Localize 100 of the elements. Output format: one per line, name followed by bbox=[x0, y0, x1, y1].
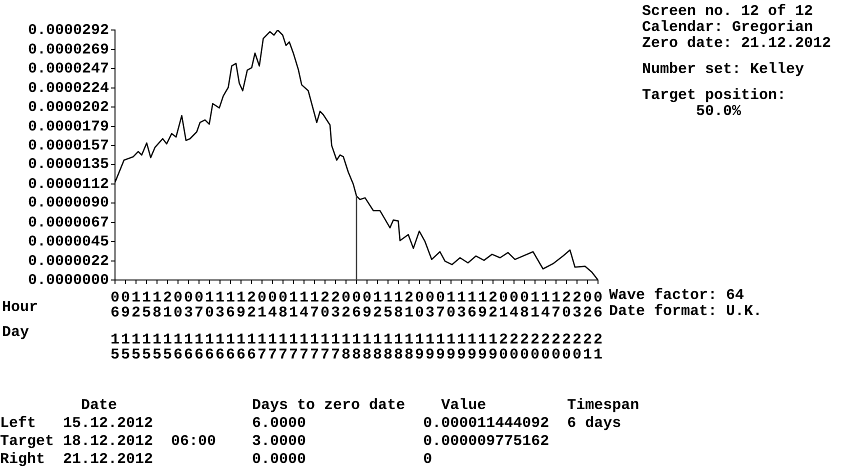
x2-tick-label: 15 bbox=[142, 331, 152, 364]
x2-tick-label: 17 bbox=[288, 331, 298, 364]
x-tick-label: 04 bbox=[509, 289, 518, 322]
x2-tick-label: 18 bbox=[362, 331, 372, 364]
x-tick-label: 15 bbox=[142, 289, 152, 322]
x-tick-label: 21 bbox=[162, 289, 172, 322]
text: Calendar: Gregorian bbox=[642, 19, 814, 36]
x2-tick-label: 19 bbox=[488, 331, 498, 364]
text: Zero date: 21.12.2012 bbox=[642, 35, 832, 52]
y-tick-label: 0.0000292 bbox=[28, 22, 109, 39]
x2-tick-label: 19 bbox=[436, 331, 446, 364]
x2-tick-label: 17 bbox=[320, 331, 330, 364]
x2-tick-label: 17 bbox=[268, 331, 277, 364]
text: Number set: Kelley bbox=[642, 61, 804, 78]
x2-tick-label: 18 bbox=[352, 331, 362, 364]
x-tick-label: 08 bbox=[520, 289, 529, 322]
x2-tick-label: 15 bbox=[162, 331, 172, 364]
x-tick-label: 18 bbox=[394, 289, 403, 322]
text: Right 21.12.2012 0.0000 0 bbox=[0, 451, 432, 468]
x-tick-label: 16 bbox=[226, 289, 236, 322]
x-tick-label: 17 bbox=[552, 289, 561, 322]
x2-tick-label: 18 bbox=[384, 331, 393, 364]
x2-tick-label: 18 bbox=[341, 331, 350, 364]
x2-tick-label: 15 bbox=[110, 331, 120, 364]
x-axis-title: Hour bbox=[2, 298, 38, 316]
x-tick-label: 02 bbox=[582, 289, 592, 322]
x2-tick-label: 21 bbox=[582, 331, 592, 364]
y-tick-label: 0.0000224 bbox=[28, 80, 109, 97]
x-tick-label: 11 bbox=[530, 289, 540, 322]
x2-tick-label: 21 bbox=[593, 331, 603, 364]
y-tick-label: 0.0000202 bbox=[28, 98, 109, 116]
y-tick-label: 0.0000135 bbox=[28, 156, 109, 174]
x-tick-label: 23 bbox=[572, 289, 582, 322]
x2-tick-label: 16 bbox=[204, 331, 214, 364]
x-tick-label: 01 bbox=[258, 289, 267, 322]
x-tick-label: 07 bbox=[194, 289, 204, 322]
x2-tick-label: 16 bbox=[173, 331, 183, 364]
y-tick-label: 0.0000090 bbox=[28, 194, 109, 212]
y-tick-label: 0.0000247 bbox=[28, 60, 109, 78]
x2-tick-label: 18 bbox=[373, 331, 382, 364]
y-tick-label: 0.0000112 bbox=[28, 176, 109, 193]
x-tick-label: 11 bbox=[288, 289, 298, 322]
x-tick-label: 08 bbox=[278, 289, 288, 322]
x-tick-label: 23 bbox=[330, 289, 340, 322]
x2-tick-label: 19 bbox=[456, 331, 466, 364]
x-tick-label: 20 bbox=[320, 289, 330, 322]
x2-tick-label: 20 bbox=[509, 331, 518, 364]
x-tick-label: 07 bbox=[436, 289, 446, 322]
x2-tick-label: 20 bbox=[562, 331, 572, 364]
x2-tick-label: 16 bbox=[215, 331, 224, 364]
x2-tick-label: 20 bbox=[520, 331, 529, 364]
x-tick-label: 03 bbox=[184, 289, 194, 322]
x-tick-label: 12 bbox=[132, 289, 141, 322]
text: Target 18.12.2012 06:00 3.0000 0.000009775162 bbox=[0, 433, 550, 450]
x2-tick-label: 16 bbox=[184, 331, 194, 364]
x-tick-label: 13 bbox=[456, 289, 466, 322]
x2-tick-label: 20 bbox=[499, 331, 508, 364]
y-tick-label: 0.0000000 bbox=[28, 272, 109, 289]
x2-tick-label: 17 bbox=[300, 331, 309, 364]
x2-tick-label: 19 bbox=[426, 331, 435, 364]
x-tick-label: 12 bbox=[373, 289, 382, 322]
x2-tick-label: 20 bbox=[541, 331, 550, 364]
x-tick-label: 10 bbox=[446, 289, 456, 322]
text: Screen no. 12 of 12 bbox=[642, 3, 814, 20]
x-tick-label: 22 bbox=[488, 289, 498, 322]
x2-tick-label: 19 bbox=[446, 331, 456, 364]
x-tick-label: 18 bbox=[152, 289, 162, 322]
x-tick-label: 19 bbox=[236, 289, 246, 322]
x-tick-label: 03 bbox=[426, 289, 435, 322]
x-tick-label: 06 bbox=[593, 289, 603, 322]
x-tick-label: 21 bbox=[404, 289, 414, 322]
text: Wave factor: 64 bbox=[609, 287, 744, 304]
x2-tick-label: 19 bbox=[478, 331, 488, 364]
y-tick-label: 0.0000157 bbox=[28, 137, 109, 154]
x2-tick-label: 15 bbox=[152, 331, 162, 364]
x-tick-label: 01 bbox=[499, 289, 508, 322]
x2-tick-label: 17 bbox=[258, 331, 267, 364]
text: Date Days to zero date Value Timespan bbox=[80, 397, 640, 414]
x2-tick-label: 16 bbox=[226, 331, 236, 364]
x-tick-label: 00 bbox=[414, 289, 424, 322]
x-tick-label: 09 bbox=[362, 289, 372, 322]
x-tick-label: 02 bbox=[341, 289, 350, 322]
x2-axis-title: Day bbox=[2, 324, 30, 341]
x2-tick-label: 18 bbox=[404, 331, 414, 364]
y-tick-label: 0.0000269 bbox=[28, 41, 109, 58]
y-tick-label: 0.0000045 bbox=[28, 233, 109, 250]
x2-tick-label: 16 bbox=[194, 331, 204, 364]
text: Left 15.12.2012 6.0000 0.000011444092 6 days bbox=[0, 415, 622, 432]
x-tick-label: 06 bbox=[110, 289, 120, 322]
x-tick-label: 14 bbox=[541, 289, 550, 322]
x-tick-label: 14 bbox=[300, 289, 309, 322]
x-tick-label: 17 bbox=[310, 289, 320, 322]
x2-tick-label: 20 bbox=[530, 331, 540, 364]
x-tick-label: 13 bbox=[215, 289, 224, 322]
y-tick-label: 0.0000022 bbox=[28, 252, 109, 270]
x2-tick-label: 19 bbox=[467, 331, 477, 364]
x-tick-label: 19 bbox=[478, 289, 488, 322]
x-tick-label: 20 bbox=[562, 289, 572, 322]
x-tick-label: 09 bbox=[121, 289, 130, 322]
x2-tick-label: 19 bbox=[414, 331, 424, 364]
